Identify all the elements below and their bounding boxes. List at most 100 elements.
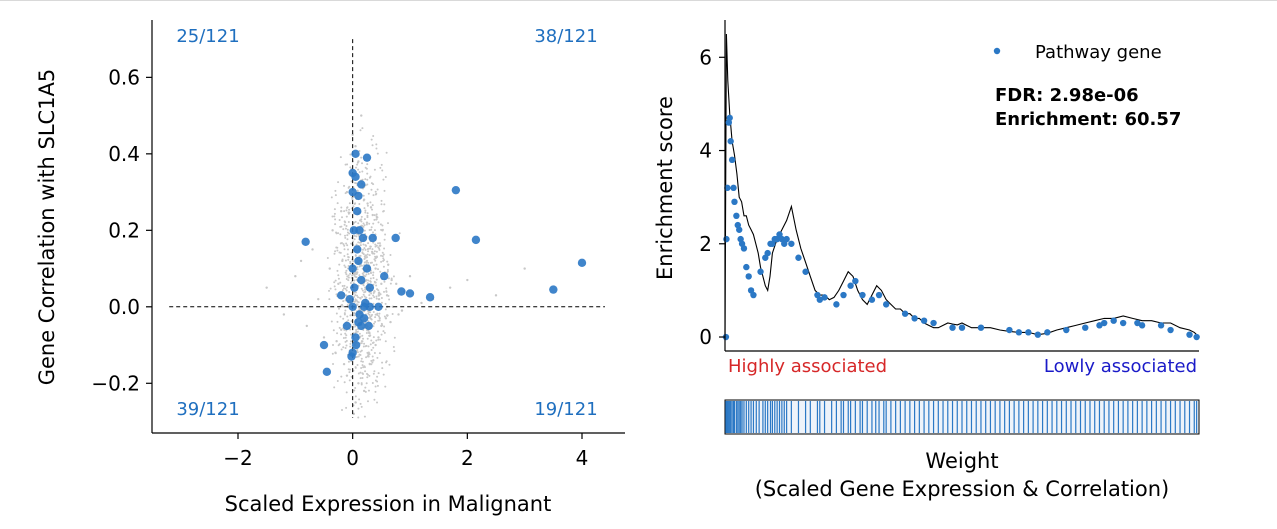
- background-gene-point: [350, 375, 353, 378]
- background-gene-point: [343, 244, 346, 247]
- background-gene-point: [346, 206, 349, 209]
- background-gene-point: [365, 221, 369, 224]
- background-gene-point: [360, 357, 363, 360]
- background-gene-point: [328, 267, 331, 270]
- background-gene-point: [334, 189, 337, 192]
- background-gene-point: [350, 180, 353, 183]
- background-gene-point: [360, 264, 363, 267]
- background-gene-point: [371, 355, 374, 358]
- background-gene-point: [383, 203, 386, 206]
- background-gene-point: [372, 294, 375, 297]
- background-gene-point: [382, 265, 385, 268]
- background-gene-point: [363, 218, 366, 221]
- background-gene-point: [343, 223, 346, 226]
- background-gene-point: [353, 389, 356, 392]
- background-gene-point: [377, 289, 380, 292]
- background-gene-point: [344, 163, 347, 166]
- background-gene-point: [358, 274, 361, 277]
- background-gene-point: [353, 238, 356, 241]
- background-gene-point: [340, 328, 343, 331]
- top-divider: [0, 0, 1277, 1]
- x-tick-label: 0: [346, 446, 359, 470]
- background-gene-point: [383, 325, 386, 328]
- background-gene-point: [367, 192, 370, 195]
- pathway-gene-point: [471, 235, 481, 245]
- background-gene-point: [354, 401, 357, 404]
- background-gene-point: [523, 267, 526, 270]
- background-gene-point: [383, 315, 386, 318]
- background-gene-point: [354, 325, 357, 328]
- background-gene-point: [408, 275, 412, 278]
- background-gene-point: [385, 151, 388, 154]
- background-gene-point: [361, 360, 364, 363]
- background-gene-point: [342, 287, 345, 290]
- pathway-gene-point: [357, 275, 366, 285]
- background-gene-point: [369, 247, 372, 250]
- enrichment-gene-point: [868, 296, 876, 303]
- background-gene-point: [373, 229, 376, 232]
- enrichment-gene-point: [1015, 329, 1023, 336]
- background-gene-point: [345, 339, 348, 342]
- background-gene-point: [366, 400, 369, 403]
- pathway-gene-point: [351, 333, 360, 342]
- pathway-gene-point: [301, 237, 310, 246]
- background-gene-point: [372, 271, 375, 274]
- pathway-gene-point: [380, 272, 389, 281]
- pathway-gene-point: [397, 287, 406, 296]
- background-gene-point: [355, 328, 358, 331]
- enrichment-gene-point: [731, 198, 738, 206]
- background-gene-point: [362, 274, 365, 277]
- background-gene-point: [340, 242, 343, 245]
- background-gene-point: [391, 305, 394, 309]
- background-gene-point: [342, 228, 345, 231]
- background-gene-point: [344, 287, 347, 290]
- background-gene-point: [377, 268, 380, 271]
- background-gene-point: [360, 220, 363, 223]
- background-gene-point: [420, 301, 423, 305]
- background-gene-point: [371, 204, 374, 207]
- background-gene-point: [305, 324, 308, 328]
- background-gene-point: [367, 250, 370, 253]
- background-gene-point: [362, 194, 365, 197]
- background-gene-point: [338, 263, 341, 266]
- pathway-gene-point: [362, 153, 372, 162]
- background-gene-point: [341, 258, 344, 261]
- background-gene-point: [376, 380, 379, 383]
- enrichment-gene-point: [816, 296, 823, 303]
- background-gene-point: [372, 346, 375, 349]
- background-gene-point: [382, 253, 385, 256]
- background-gene-point: [370, 363, 373, 366]
- background-gene-point: [372, 372, 375, 375]
- background-gene-point: [379, 223, 382, 226]
- background-gene-point: [364, 209, 367, 212]
- background-gene-point: [373, 296, 376, 299]
- background-gene-point: [328, 298, 331, 301]
- background-gene-point: [344, 346, 347, 349]
- background-gene-point: [349, 345, 352, 348]
- background-gene-point: [346, 163, 349, 166]
- background-gene-point: [377, 292, 380, 295]
- background-gene-point: [349, 281, 352, 284]
- background-gene-point: [375, 213, 378, 216]
- enrichment-gene-point: [722, 333, 730, 341]
- background-gene-point: [343, 254, 346, 257]
- background-gene-point: [331, 229, 334, 232]
- background-gene-point: [382, 373, 385, 376]
- enrichment-gene-point: [795, 254, 802, 261]
- background-gene-point: [371, 213, 374, 217]
- background-gene-point: [365, 332, 368, 335]
- background-gene-point: [372, 359, 375, 362]
- background-gene-point: [353, 291, 356, 294]
- pathway-gene-point: [342, 321, 352, 331]
- background-gene-point: [333, 281, 336, 284]
- background-gene-point: [383, 290, 386, 293]
- background-gene-point: [348, 371, 351, 374]
- enrichment-gene-point: [745, 273, 752, 280]
- background-gene-point: [400, 309, 404, 312]
- background-gene-point: [376, 375, 379, 378]
- enrichment-gene-point: [859, 291, 866, 299]
- background-gene-point: [374, 190, 377, 193]
- barcode-strip: [725, 401, 1198, 433]
- background-gene-point: [390, 277, 393, 280]
- background-gene-point: [372, 264, 375, 267]
